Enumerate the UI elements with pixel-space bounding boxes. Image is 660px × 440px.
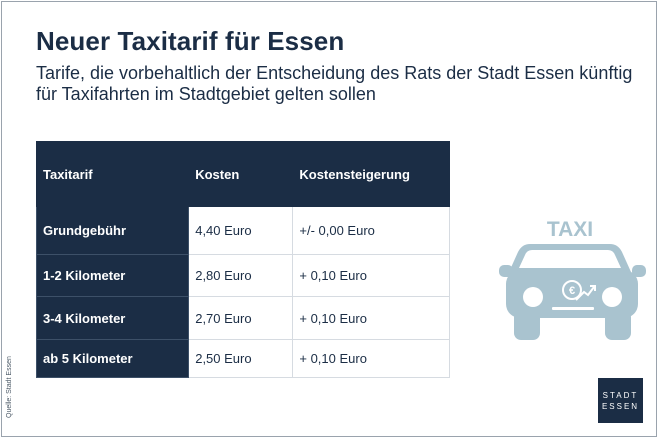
- euro-coin-icon: [562, 280, 582, 300]
- row-label: 1-2 Kilometer: [35, 254, 190, 297]
- cost-cell: 2,50 Euro: [188, 339, 294, 378]
- logo-line-1: STADT: [602, 390, 639, 400]
- rising-arrow-icon: [575, 286, 595, 301]
- source-note: Quelle: Stadt Essen: [6, 356, 13, 418]
- table-header-row: Taxitarif Kosten Kostensteigerung: [35, 141, 450, 207]
- increase-cell: +/- 0,00 Euro: [292, 206, 450, 255]
- column-header-steigerung: Kostensteigerung: [292, 141, 450, 207]
- column-header-tarif: Taxitarif: [35, 141, 190, 207]
- logo-line-2: ESSEN: [601, 401, 640, 411]
- left-wheel: [514, 310, 540, 340]
- taxi-car-icon: TAXI €: [499, 218, 646, 340]
- table-row: 3-4 Kilometer 2,70 Euro + 0,10 Euro: [35, 296, 450, 340]
- euro-symbol: €: [569, 285, 575, 297]
- row-label: ab 5 Kilometer: [35, 339, 190, 378]
- stadt-essen-logo: STADT ESSEN: [598, 378, 643, 423]
- row-label: Grundgebühr: [35, 206, 190, 255]
- car-windshield: [519, 250, 621, 268]
- row-label: 3-4 Kilometer: [35, 296, 190, 340]
- cost-cell: 4,40 Euro: [188, 206, 294, 255]
- left-mirror: [499, 265, 513, 277]
- cost-cell: 2,80 Euro: [188, 254, 294, 297]
- table-row: ab 5 Kilometer 2,50 Euro + 0,10 Euro: [35, 339, 450, 378]
- car-body: [506, 270, 638, 318]
- page-subtitle: Tarife, die vorbehaltlich der Entscheidu…: [36, 63, 633, 104]
- table-row: Grundgebühr 4,40 Euro +/- 0,00 Euro: [35, 206, 450, 255]
- increase-cell: + 0,10 Euro: [292, 339, 450, 378]
- cost-cell: 2,70 Euro: [188, 296, 294, 340]
- left-headlight: [523, 287, 543, 307]
- right-headlight: [602, 287, 622, 307]
- tariff-table: Taxitarif Kosten Kostensteigerung Grundg…: [35, 141, 450, 378]
- car-grille: [552, 307, 594, 310]
- taxi-sign-text: TAXI: [547, 218, 593, 241]
- right-wheel: [605, 310, 631, 340]
- table-row: 1-2 Kilometer 2,80 Euro + 0,10 Euro: [35, 254, 450, 297]
- increase-cell: + 0,10 Euro: [292, 296, 450, 340]
- column-header-kosten: Kosten: [188, 141, 294, 207]
- increase-cell: + 0,10 Euro: [292, 254, 450, 297]
- right-mirror: [632, 265, 646, 277]
- page-title: Neuer Taxitarif für Essen: [36, 26, 345, 56]
- arrow-head: [590, 285, 596, 291]
